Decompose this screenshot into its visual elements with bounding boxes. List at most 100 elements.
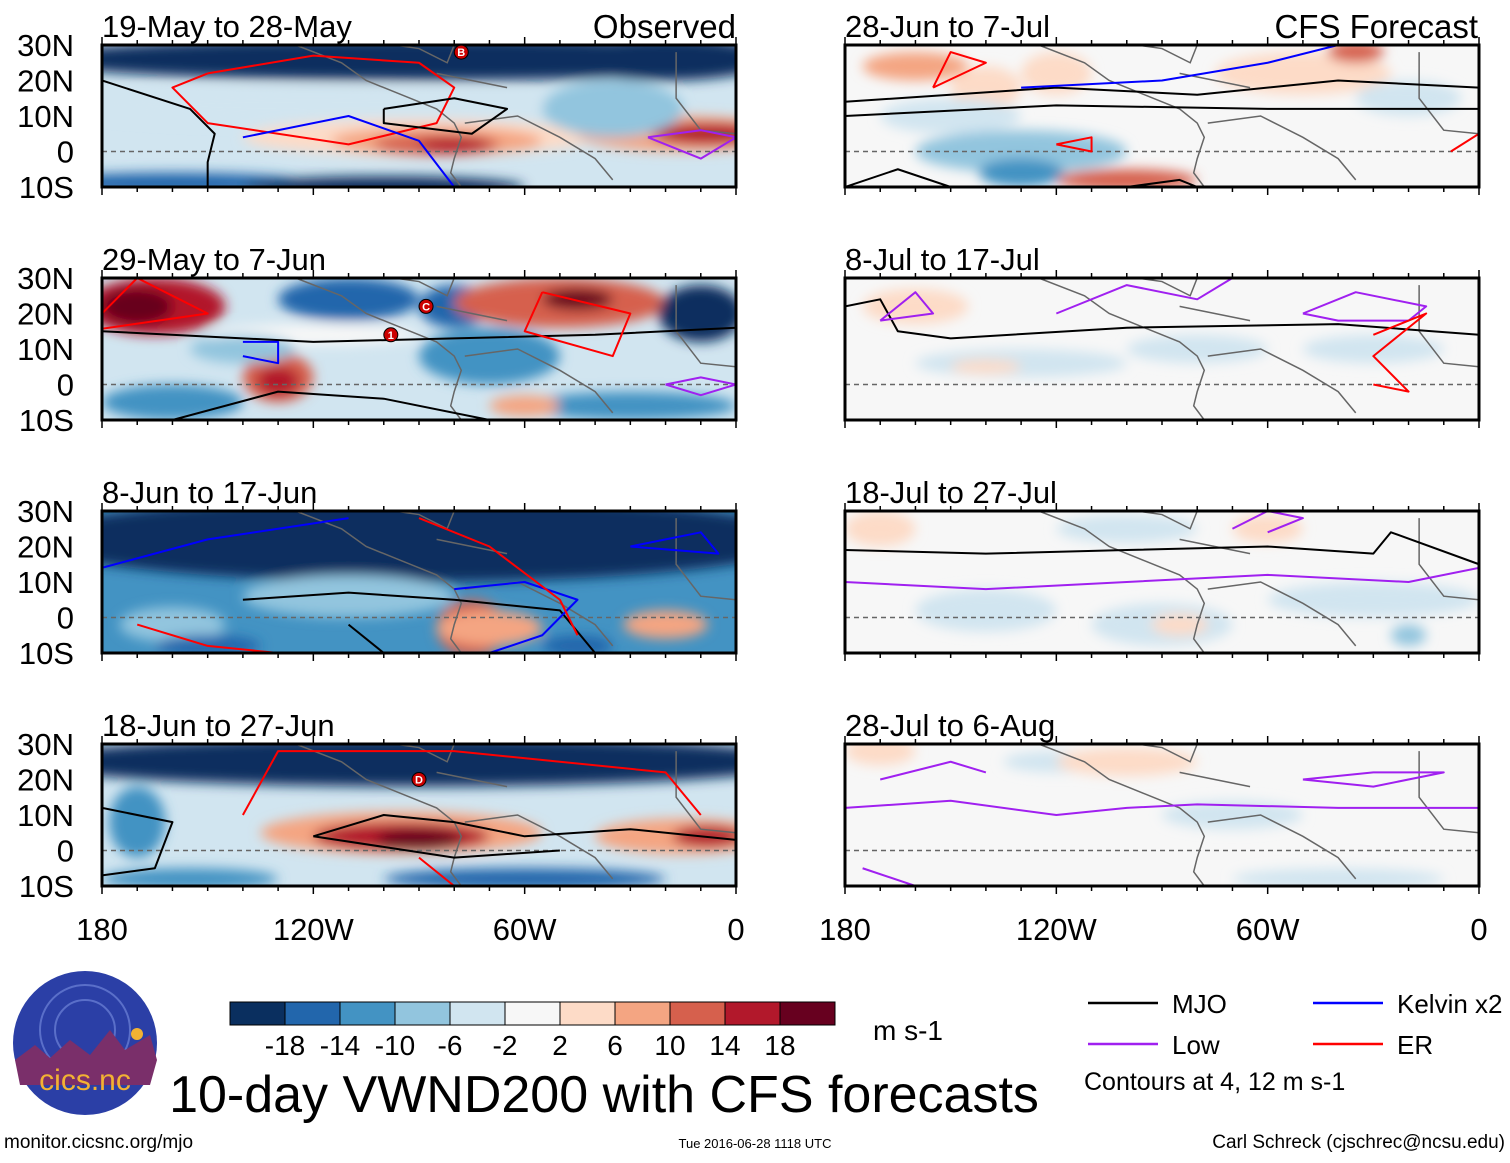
coastline (1137, 511, 1198, 530)
coastline (394, 744, 455, 763)
panel-title: 18-Jun to 27-Jun (102, 708, 335, 743)
lat-tick-label: 20N (17, 64, 74, 99)
coastline (295, 511, 463, 653)
colorbar-tick-label: 2 (552, 1030, 568, 1061)
coastline (436, 72, 508, 89)
coastline (1207, 814, 1357, 880)
coastline (1418, 518, 1479, 601)
anomaly-region (524, 391, 736, 420)
coastline (295, 278, 463, 420)
coastline (394, 45, 455, 64)
wave-contour (523, 291, 632, 358)
colorbar-swatch (284, 1001, 341, 1026)
anomaly-region (419, 137, 490, 152)
svg-text:B: B (457, 47, 465, 59)
wave-contour (630, 531, 720, 555)
colorbar-swatch (504, 1001, 561, 1026)
svg-text:Low: Low (1172, 1030, 1220, 1060)
wave-contour (418, 856, 455, 886)
wave-contour (102, 278, 209, 330)
logo-text: cics.nc (39, 1064, 131, 1097)
colorbar-swatch (449, 1001, 506, 1026)
coastline (1418, 751, 1479, 834)
storm-marker: D (411, 772, 427, 787)
panel-title: 8-Jun to 17-Jun (102, 475, 317, 510)
lat-tick-label: 0 (57, 834, 74, 869)
anomaly-region (845, 511, 916, 547)
colorbar-tick-label: 6 (607, 1030, 623, 1061)
anomaly-region (880, 98, 1022, 134)
footer-author: Carl Schreck (cjschrec@ncsu.edu) (1212, 1132, 1505, 1153)
coastline (394, 511, 455, 530)
wave-contour (845, 104, 1479, 117)
panel-title: 19-May to 28-May (102, 9, 352, 44)
wave-contour (1055, 278, 1233, 315)
anomaly-region (862, 288, 969, 325)
lon-tick-label: 0 (1470, 912, 1487, 947)
anomaly-region (1327, 45, 1384, 63)
colorbar-tick-label: -18 (265, 1030, 305, 1061)
wave-contour (845, 168, 951, 187)
wave-contour (454, 581, 579, 653)
colorbar-tick-label: -6 (438, 1030, 463, 1061)
coastline (295, 45, 463, 187)
anomaly-region (1232, 868, 1444, 886)
colorbar-swatch (559, 1001, 616, 1026)
lat-tick-label: 20N (17, 763, 74, 798)
colorbar-swatch (669, 1001, 726, 1026)
wave-contour (932, 51, 987, 89)
anomaly-region (1126, 334, 1268, 364)
lat-tick-label: 20N (17, 297, 74, 332)
wave-contour (845, 799, 1479, 816)
anomaly-region (1302, 334, 1444, 364)
wave-contour (1056, 136, 1093, 153)
coastline (1179, 305, 1251, 322)
legend-entry: Low (1088, 1030, 1220, 1060)
anomaly-region (950, 359, 1022, 374)
coastline (1038, 278, 1206, 420)
map-panel: 28-Jul to 6-Aug (843, 708, 1481, 894)
wave-contour (845, 531, 1479, 566)
lon-tick-label: 60W (1236, 912, 1300, 947)
footer-url[interactable]: monitor.cicsnc.org/mjo (4, 1132, 193, 1153)
wave-contour (1021, 45, 1339, 89)
wave-contour (347, 623, 385, 653)
wave-contour (102, 806, 174, 877)
wave-contour (879, 760, 987, 781)
panel-title: 8-Jul to 17-Jul (845, 242, 1040, 277)
anomaly-region (102, 511, 736, 582)
map-panel: 28-Jun to 7-Jul (843, 9, 1481, 195)
colorbar-units: m s-1 (873, 1015, 943, 1046)
coastline (1038, 45, 1206, 187)
lat-tick-label: 10N (17, 565, 74, 600)
wave-contour (879, 291, 935, 322)
figure-title: 10-day VWND200 with CFS forecasts (169, 1066, 1039, 1124)
anomaly-region (862, 52, 969, 81)
coastline (1418, 52, 1479, 135)
anomaly-region (109, 786, 166, 858)
wave-contour (845, 79, 1479, 103)
anomaly-region (102, 288, 173, 325)
legend-entry: Kelvin x2 (1313, 989, 1503, 1019)
anomaly-region (1390, 624, 1427, 646)
wave-contour (102, 517, 349, 569)
lat-tick-label: 20N (17, 530, 74, 565)
anomaly-region (542, 80, 684, 138)
svg-text:Kelvin x2: Kelvin x2 (1397, 989, 1503, 1019)
wave-contour (313, 814, 736, 841)
lat-tick-label: 0 (57, 135, 74, 170)
anomaly-region (256, 366, 300, 396)
coastline (464, 814, 614, 880)
coastline (464, 348, 614, 414)
anomaly-region (102, 744, 736, 787)
wave-contour (242, 115, 456, 187)
anomaly-region (978, 158, 1064, 187)
footer-timestamp: Tue 2016-06-28 1118 UTC (679, 1136, 832, 1151)
colorbar: -18 -14 -10 -6 -2 2 6 10 14 18 (229, 1001, 836, 1061)
lon-tick-label: 60W (493, 912, 557, 947)
lat-tick-label: 30N (17, 494, 74, 529)
svg-text:ER: ER (1397, 1030, 1433, 1060)
